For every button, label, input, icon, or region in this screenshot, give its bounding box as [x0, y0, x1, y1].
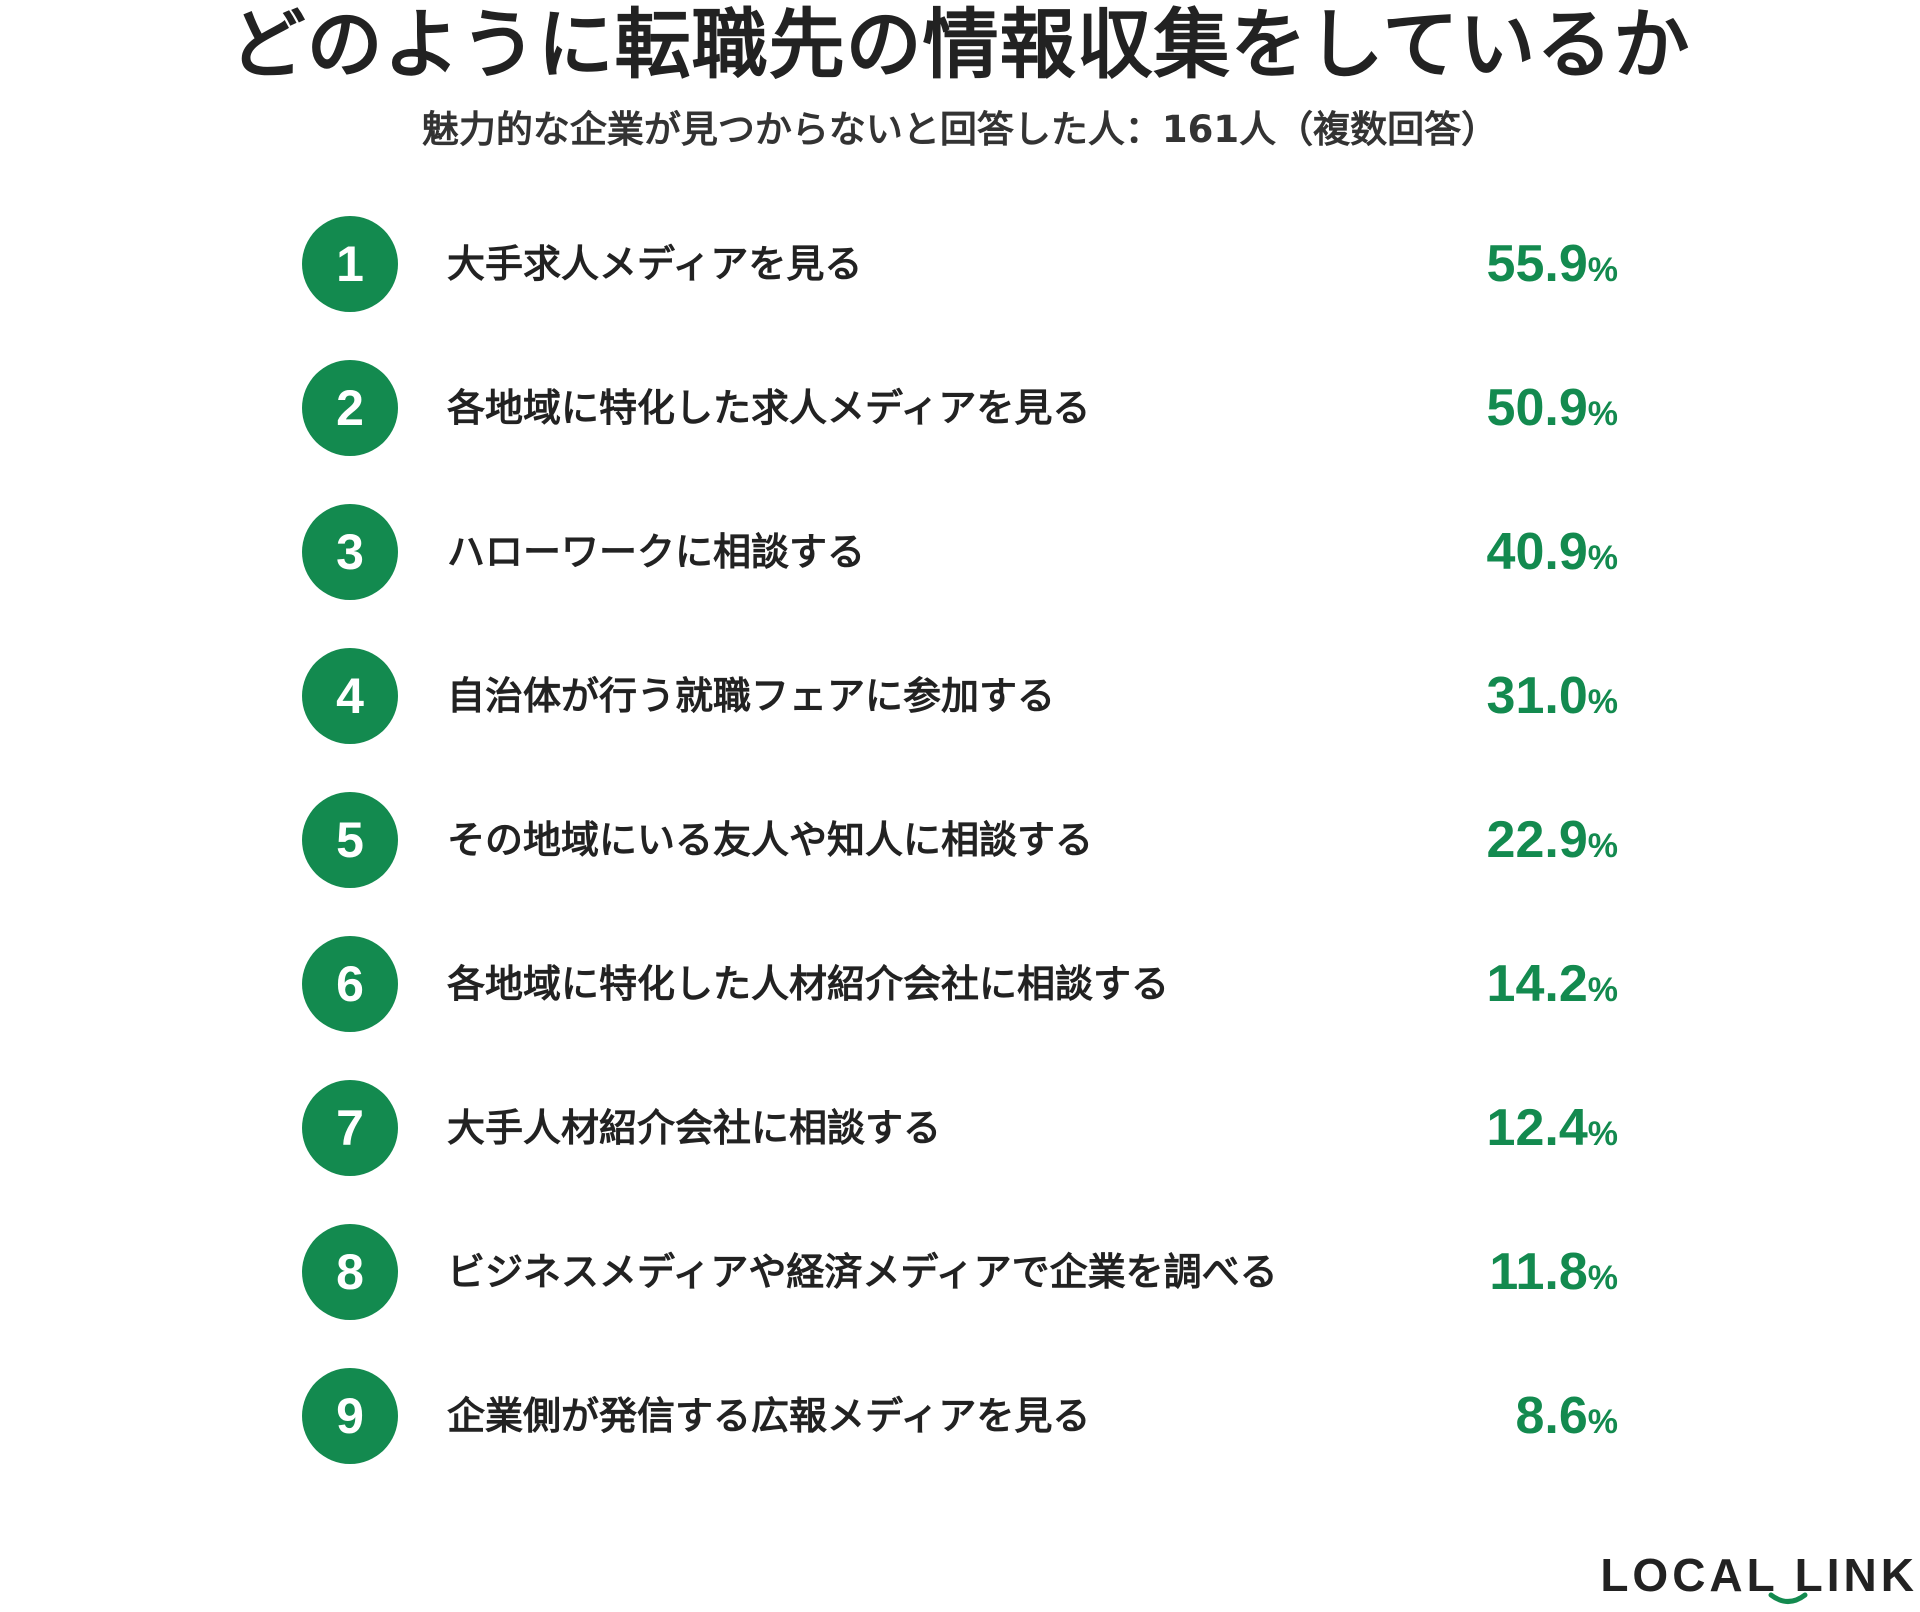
- rank-badge: 6: [302, 936, 398, 1032]
- rank-label: 自治体が行う就職フェアに参加する: [447, 674, 1056, 718]
- rank-badge: 2: [302, 360, 398, 456]
- chart-title: どのように転職先の情報収集をしているか: [229, 0, 1691, 89]
- rank-value-unit: %: [1587, 395, 1618, 433]
- rank-value: 12.4%: [1487, 1094, 1618, 1162]
- rank-row: 8 ビジネスメディアや経済メディアで企業を調べる 11.8%: [0, 1222, 1920, 1322]
- rank-value-number: 55.9: [1486, 235, 1588, 293]
- rank-value: 55.9%: [1487, 230, 1618, 298]
- rank-value: 11.8%: [1489, 1238, 1618, 1306]
- rank-label: その地域にいる友人や知人に相談する: [447, 818, 1094, 862]
- rank-row: 7 大手人材紹介会社に相談する 12.4%: [0, 1078, 1920, 1178]
- rank-label: ハローワークに相談する: [447, 530, 866, 574]
- rank-badge: 4: [302, 648, 398, 744]
- rank-row: 4 自治体が行う就職フェアに参加する 31.0%: [0, 646, 1920, 746]
- rank-label: ビジネスメディアや経済メディアで企業を調べる: [447, 1250, 1278, 1294]
- rank-value: 31.0%: [1487, 662, 1618, 730]
- rank-value-unit: %: [1587, 1403, 1618, 1441]
- rank-value-number: 40.9: [1486, 523, 1588, 581]
- rank-row: 9 企業側が発信する広報メディアを見る 8.6%: [0, 1366, 1920, 1466]
- rank-value: 40.9%: [1487, 518, 1618, 586]
- rank-value-unit: %: [1587, 683, 1618, 721]
- rank-badge: 9: [302, 1368, 398, 1464]
- rank-value-number: 22.9: [1486, 811, 1588, 869]
- brand-smile-icon: [1768, 1592, 1808, 1604]
- chart-subtitle: 魅力的な企業が見つからないと回答した人：161人（複数回答）: [421, 108, 1499, 151]
- rank-badge: 3: [302, 504, 398, 600]
- rank-value-number: 14.2: [1486, 955, 1588, 1013]
- rank-value-number: 50.9: [1486, 379, 1588, 437]
- brand-logo-text: LOCAL LINK: [1600, 1549, 1918, 1601]
- rank-value-unit: %: [1587, 971, 1618, 1009]
- rank-value-number: 8.6: [1515, 1387, 1588, 1445]
- rank-row: 5 その地域にいる友人や知人に相談する 22.9%: [0, 790, 1920, 890]
- rank-value: 8.6%: [1515, 1382, 1618, 1450]
- rank-value: 50.9%: [1487, 374, 1618, 442]
- rank-label: 各地域に特化した求人メディアを見る: [447, 386, 1091, 430]
- rank-label: 大手人材紹介会社に相談する: [447, 1106, 942, 1150]
- rank-value-unit: %: [1587, 1259, 1618, 1297]
- rank-badge: 5: [302, 792, 398, 888]
- rank-value: 14.2%: [1487, 950, 1618, 1018]
- rank-row: 6 各地域に特化した人材紹介会社に相談する 14.2%: [0, 934, 1920, 1034]
- rank-value-unit: %: [1587, 251, 1618, 289]
- rank-label: 企業側が発信する広報メディアを見る: [447, 1394, 1091, 1438]
- rank-value-number: 12.4: [1486, 1099, 1588, 1157]
- rank-row: 2 各地域に特化した求人メディアを見る 50.9%: [0, 358, 1920, 458]
- rank-row: 3 ハローワークに相談する 40.9%: [0, 502, 1920, 602]
- rank-row: 1 大手求人メディアを見る 55.9%: [0, 214, 1920, 314]
- rank-badge: 1: [302, 216, 398, 312]
- rank-label: 各地域に特化した人材紹介会社に相談する: [447, 962, 1170, 1006]
- rank-value-unit: %: [1587, 827, 1618, 865]
- rank-value-unit: %: [1587, 1115, 1618, 1153]
- rank-value-unit: %: [1587, 539, 1618, 577]
- rank-value-number: 31.0: [1486, 667, 1588, 725]
- rank-value-number: 11.8: [1489, 1243, 1588, 1301]
- rank-badge: 7: [302, 1080, 398, 1176]
- rank-label: 大手求人メディアを見る: [447, 242, 863, 286]
- rank-value: 22.9%: [1487, 806, 1618, 874]
- rank-badge: 8: [302, 1224, 398, 1320]
